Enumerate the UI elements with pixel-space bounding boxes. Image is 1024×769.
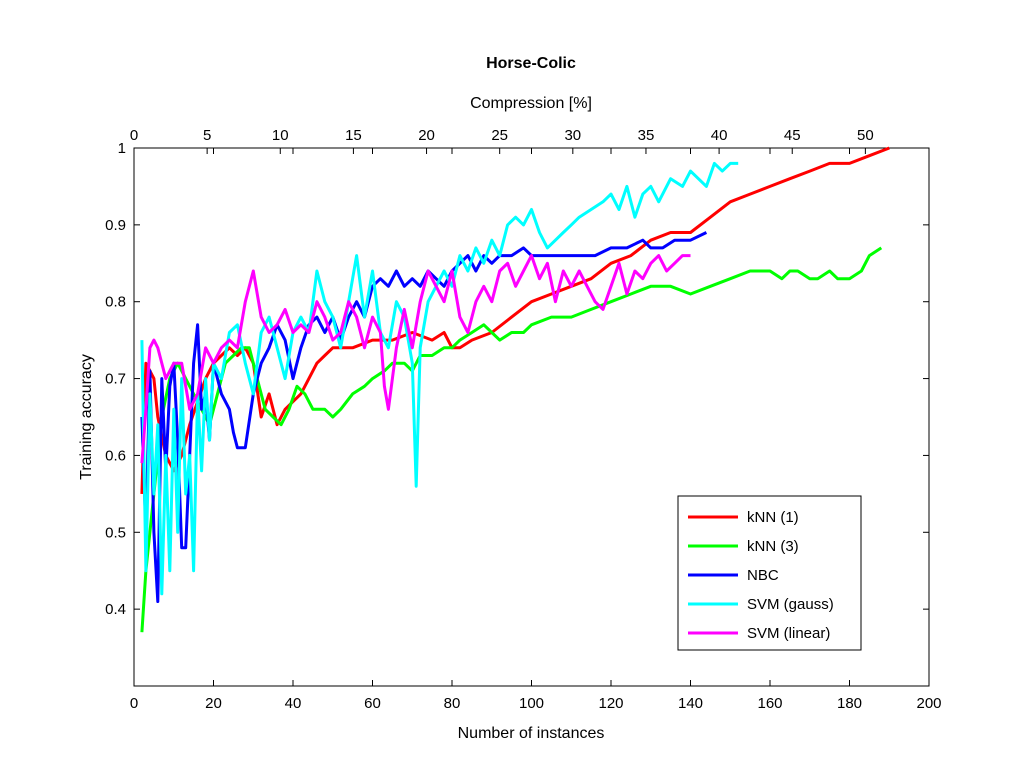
legend-label: NBC (747, 567, 779, 584)
top-tick-label: 25 (491, 127, 508, 144)
y-tick-label: 0.8 (105, 294, 126, 311)
top-tick-label: 10 (272, 127, 289, 144)
legend-label: SVM (gauss) (747, 596, 834, 613)
y-axis-label: Training accuracy (78, 354, 95, 480)
series-lines (140, 146, 890, 633)
top-tick-label: 20 (418, 127, 435, 144)
y-axis-ticks: 0.4 0.5 0.6 0.7 0.8 0.9 1 (105, 140, 929, 618)
top-tick-label: 50 (857, 127, 874, 144)
series-line-3 (140, 161, 739, 596)
top-tick-label: 40 (711, 127, 728, 144)
x-tick-label: 140 (678, 695, 703, 712)
top-axis-label: Compression [%] (470, 95, 592, 112)
top-tick-label: 15 (345, 127, 362, 144)
x-tick-label: 200 (916, 695, 941, 712)
legend-box (677, 495, 862, 651)
x-tick-label: 40 (285, 695, 302, 712)
x-tick-label: 80 (444, 695, 461, 712)
y-tick-label: 0.4 (105, 601, 126, 618)
chart-title: Horse-Colic (486, 55, 576, 72)
x-tick-label: 20 (205, 695, 222, 712)
y-tick-label: 0.9 (105, 217, 126, 234)
top-tick-label: 0 (130, 127, 138, 144)
x-tick-label: 120 (598, 695, 623, 712)
x-tick-label: 0 (130, 695, 138, 712)
y-tick-label: 1 (118, 140, 126, 157)
top-tick-label: 45 (784, 127, 801, 144)
x-axis-ticks: 0 20 40 60 80 100 120 140 160 180 200 (130, 148, 942, 712)
legend-label: kNN (1) (747, 509, 799, 526)
legend-label: SVM (linear) (747, 625, 830, 642)
x-axis-label: Number of instances (458, 725, 605, 742)
legend-label: kNN (3) (747, 538, 799, 555)
x-tick-label: 60 (364, 695, 381, 712)
series-line-1 (140, 246, 883, 633)
x-tick-label: 100 (519, 695, 544, 712)
x-tick-label: 180 (837, 695, 862, 712)
top-axis-ticks: 0 5 10 15 20 25 30 35 40 45 50 (130, 127, 874, 154)
y-tick-label: 0.5 (105, 524, 126, 541)
y-tick-label: 0.6 (105, 447, 126, 464)
series-line-4 (140, 254, 691, 464)
top-tick-label: 30 (564, 127, 581, 144)
y-tick-label: 0.7 (105, 371, 126, 388)
top-tick-label: 35 (638, 127, 655, 144)
x-tick-label: 160 (757, 695, 782, 712)
top-tick-label: 5 (203, 127, 211, 144)
legend: kNN (1) kNN (3) NBC SVM (gauss) SVM (linear) (677, 495, 862, 651)
